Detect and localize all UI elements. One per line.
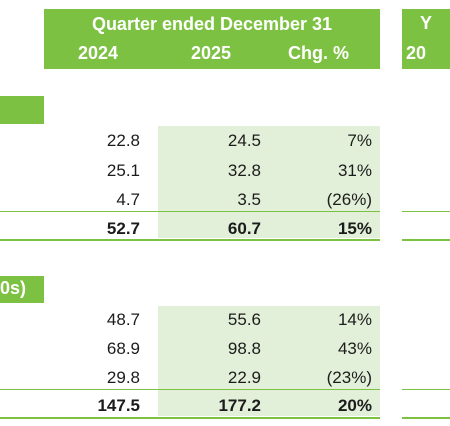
section1-total-rule-right	[402, 239, 450, 241]
section2-total-rule-right	[402, 417, 450, 419]
col-header-2024: 2024	[78, 43, 119, 63]
section2-total-rule	[0, 417, 380, 419]
section2-shaded-2025	[158, 306, 380, 416]
section2-label-tab: 0s)	[0, 276, 44, 303]
col-header-2025: 2025	[191, 43, 232, 63]
section1-subtotal-rule	[0, 211, 380, 212]
section2-subtotal-rule	[0, 389, 380, 390]
section1-subtotal-rule-right	[402, 211, 450, 212]
year-header-row: 2024 2025 Chg. %	[44, 39, 380, 69]
right-header-bottom: 20	[402, 39, 450, 69]
section1-shaded-2025	[158, 126, 380, 238]
section2-subtotal-rule-right	[402, 389, 450, 390]
right-header-top: Y	[402, 9, 450, 39]
section1-label-tab	[0, 96, 44, 124]
col-header-chg: Chg. %	[288, 43, 349, 63]
quarter-header-title: Quarter ended December 31	[44, 9, 380, 39]
section1-total-rule	[0, 239, 380, 241]
